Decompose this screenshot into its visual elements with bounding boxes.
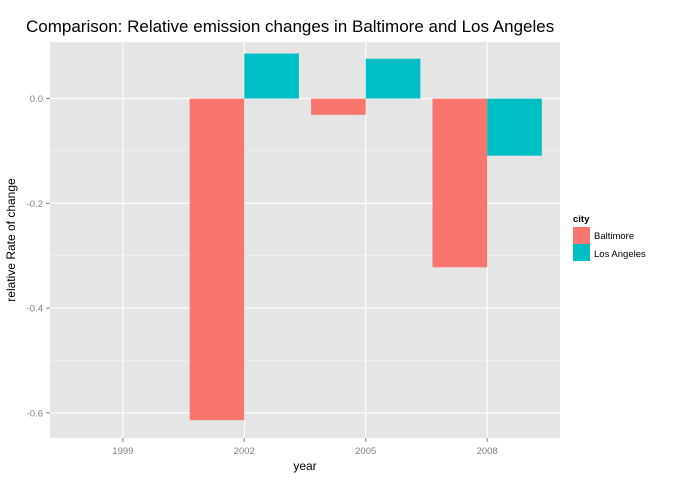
bar-los-angeles-2002 [244,53,299,99]
y-tick-label: -0.6 [27,408,43,419]
legend: city Baltimore Los Angeles [573,214,646,261]
y-axis-label: relative Rate of change [4,178,18,302]
grid [50,42,560,438]
x-axis-label: year [293,459,316,473]
chart-title: Comparison: Relative emission changes in… [26,17,554,36]
bars [189,53,542,421]
bar-baltimore-2008 [432,98,488,268]
bar-los-angeles-2008 [487,98,542,156]
y-tick-label: -0.2 [27,199,43,210]
y-tick-label: -0.4 [27,304,43,315]
legend-key-los-angeles [573,244,590,261]
bar-baltimore-2005 [311,98,366,115]
x-axis-ticks: 1999 2002 2005 2008 [112,438,498,457]
x-tick-label: 2008 [477,446,498,457]
bar-los-angeles-2005 [365,58,421,99]
bar-baltimore-2002 [189,98,245,421]
x-tick-label: 2002 [234,446,255,457]
legend-title: city [573,214,590,225]
y-axis-ticks: 0.0 -0.2 -0.4 -0.6 [27,94,50,419]
legend-label-los-angeles: Los Angeles [594,249,646,260]
y-tick-label: 0.0 [30,94,43,105]
legend-label-baltimore: Baltimore [594,231,634,242]
legend-key-baltimore [573,227,590,244]
x-tick-label: 2005 [355,446,376,457]
x-tick-label: 1999 [112,446,133,457]
